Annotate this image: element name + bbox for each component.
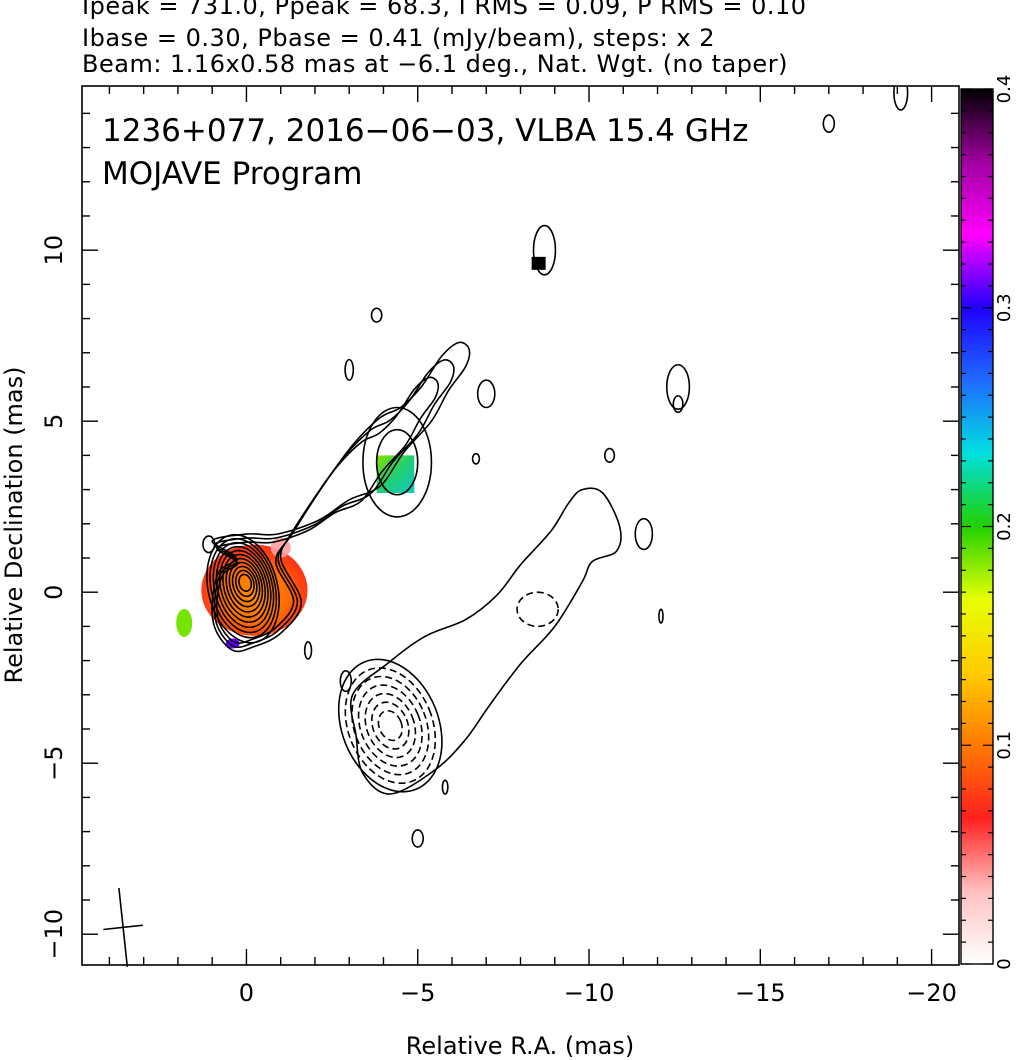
core-contour-11 [238, 573, 253, 593]
polarization-core-tail [225, 638, 240, 649]
counterjet-contour-7 [377, 709, 404, 742]
isolated-contour-7 [658, 608, 664, 624]
isolated-contour-17 [411, 829, 425, 848]
isolated-contour-6 [634, 517, 654, 551]
isolated-contour-11 [672, 395, 684, 414]
contour-layer [202, 86, 909, 848]
core-contour-2 [209, 537, 278, 639]
core-contour-9 [231, 565, 258, 603]
beam-marker [103, 887, 143, 967]
plot-area [176, 86, 909, 848]
x-tick-label: −20 [906, 979, 957, 1007]
isolated-contour-9 [532, 224, 557, 276]
x-tick-label: −15 [735, 979, 786, 1007]
y-tick-label: −5 [40, 746, 68, 781]
colorbar-tick-label: 0.2 [994, 512, 1015, 541]
colorbar-tick-labels: 0 0.1 0.2 0.3 0.4 [994, 75, 1015, 970]
isolated-contour-3 [476, 379, 496, 409]
axis-ticks [82, 86, 959, 965]
isolated-contour-15 [303, 640, 313, 660]
isolated-contour-4 [471, 452, 481, 465]
isolated-contour-8 [370, 307, 383, 323]
core-contour-10 [234, 569, 255, 598]
knot-contour-1 [362, 406, 433, 518]
jet-contour-3 [216, 376, 440, 644]
isolated-contour-14 [339, 670, 353, 693]
isolated-contour-10 [665, 363, 691, 411]
jet-contour-2 [213, 359, 455, 649]
core-contour-8 [228, 561, 261, 608]
colorbar-tick-label: 0.1 [994, 731, 1015, 760]
isolated-contour-2 [344, 358, 355, 381]
core-contour-4 [215, 545, 272, 629]
isolated-contour-5 [603, 447, 616, 464]
y-axis-label: Relative Declination (mas) [0, 366, 28, 683]
source-label: 1236+077, 2016−06−03, VLBA 15.4 GHz [102, 113, 748, 149]
counterjet-contour-outer [349, 487, 622, 795]
core-contour-3 [212, 541, 275, 634]
isolated-contour-1 [202, 535, 216, 554]
x-axis-label: Relative R.A. (mas) [406, 1032, 634, 1060]
header-line-peak: Ipeak = 731.0, Ppeak = 68.3, I RMS = 0.0… [82, 0, 807, 20]
program-label: MOJAVE Program [102, 156, 362, 192]
counterjet-contour-2 [344, 667, 437, 785]
colorbar-tick-label: 0.4 [994, 75, 1015, 104]
counterjet-contour-3 [351, 675, 430, 776]
counterjet-contour-6 [370, 701, 410, 750]
core-contour-1 [206, 533, 280, 644]
plot-frame [81, 85, 960, 966]
y-tick-label: 10 [40, 235, 68, 266]
colorbar-tick-label: 0 [994, 958, 1015, 969]
counterjet-contour-1 [337, 658, 443, 793]
jet-contour-1 [211, 341, 471, 653]
y-tick-label: −10 [40, 909, 68, 960]
x-tick-label: −10 [564, 979, 615, 1007]
core-contour-5 [218, 549, 269, 623]
counterjet-contour-4 [357, 684, 423, 767]
y-tick-label: 0 [40, 585, 68, 600]
knot-contour-2 [375, 428, 419, 496]
polarization-core-edge [176, 608, 193, 637]
axis-tick-labels: 0 −5 −10 −15 −20 −10 −5 0 5 10 [40, 235, 957, 1007]
counterjet-contour-5 [364, 692, 417, 759]
core-contour-7 [225, 557, 264, 613]
x-tick-label: −5 [400, 979, 435, 1007]
core-contour-6 [222, 553, 266, 618]
colorbar-ticks [961, 88, 993, 965]
header-line-base: Ibase = 0.30, Pbase = 0.41 (mJy/beam), s… [82, 24, 716, 52]
y-tick-label: 5 [40, 414, 68, 429]
isolated-contour-13 [893, 86, 909, 111]
header-line-beam: Beam: 1.16x0.58 mas at −6.1 deg., Nat. W… [82, 50, 788, 78]
isolated-contour-18 [516, 591, 559, 628]
isolated-contour-16 [441, 779, 449, 795]
polarization-knot [376, 455, 415, 494]
x-tick-label: 0 [239, 979, 254, 1007]
isolated-contour-12 [822, 114, 836, 133]
beam-minor-axis [103, 924, 143, 931]
colorbar-tick-label: 0.3 [994, 293, 1015, 322]
